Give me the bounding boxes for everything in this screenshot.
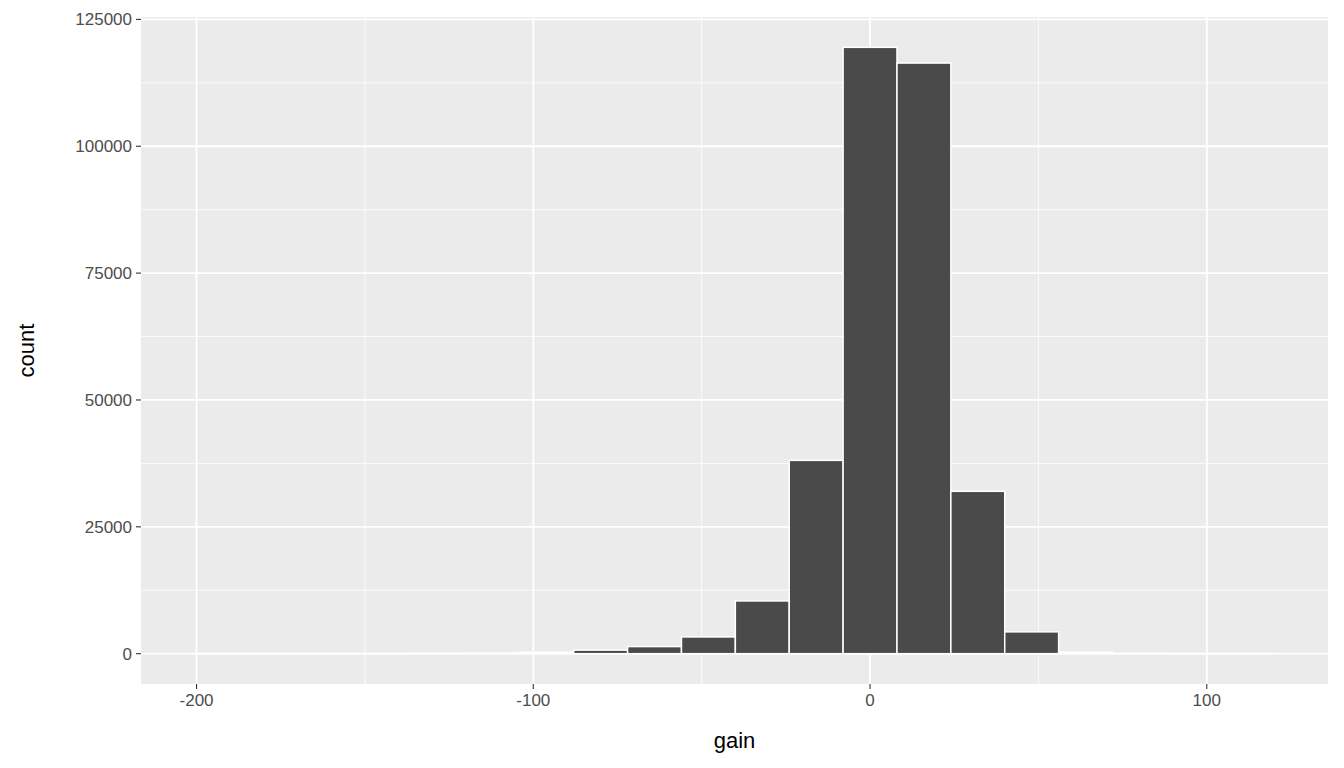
histogram-bar: [197, 653, 251, 655]
x-axis-title: gain: [714, 728, 756, 753]
x-tick: [196, 684, 197, 689]
grid-x: [1206, 17, 1208, 684]
y-tick-label: 100000: [75, 137, 132, 156]
grid-x: [532, 17, 534, 684]
panel: [141, 17, 1328, 684]
histogram-bar: [250, 653, 304, 655]
axes: -200 -100 0 100 0 25000 50000 75000 100000 125000: [75, 10, 1221, 710]
x-tick: [1206, 684, 1207, 689]
y-tick-label: 50000: [85, 391, 132, 410]
y-tick: [136, 526, 141, 527]
histogram-bar: [951, 491, 1005, 653]
minor-grid-y: [141, 463, 1328, 464]
x-tick-label: -200: [180, 691, 214, 710]
grid-y: [141, 272, 1328, 274]
y-tick-label: 125000: [75, 10, 132, 29]
y-tick: [136, 273, 141, 274]
histogram-bar: [628, 647, 682, 654]
y-tick: [136, 146, 141, 147]
y-tick: [136, 19, 141, 20]
histogram-bar: [1112, 653, 1166, 655]
minor-grid-y: [141, 336, 1328, 337]
histogram-bar: [1220, 653, 1274, 655]
histogram-bar: [520, 652, 574, 654]
y-tick-label: 25000: [85, 518, 132, 537]
minor-grid-x: [364, 17, 365, 684]
minor-grid-x: [701, 17, 702, 684]
histogram-bar: [1005, 632, 1059, 654]
bars: [197, 47, 1275, 653]
histogram-bar: [735, 601, 789, 654]
minor-grid-x: [1038, 17, 1039, 684]
minor-grid-y: [141, 82, 1328, 83]
histogram-bar: [1166, 653, 1220, 655]
y-axis-title: count: [14, 324, 39, 378]
histogram-bar: [466, 652, 520, 654]
y-tick: [136, 653, 141, 654]
histogram-bar: [789, 460, 843, 653]
x-tick: [869, 684, 870, 689]
chart: -200 -100 0 100 0 25000 50000 75000 100000 125000…: [0, 0, 1344, 768]
histogram-bar: [681, 637, 735, 654]
grid-x: [196, 17, 198, 684]
histogram-bar: [843, 47, 897, 653]
x-tick-label: 100: [1193, 691, 1221, 710]
minor-grid-y: [141, 209, 1328, 210]
x-tick-label: -100: [516, 691, 550, 710]
grid-y: [141, 145, 1328, 147]
y-tick-label: 0: [123, 645, 132, 664]
histogram-bar: [897, 63, 951, 654]
x-tick: [533, 684, 534, 689]
x-tick-label: 0: [865, 691, 874, 710]
grid: [141, 17, 1328, 684]
chart-container: -200 -100 0 100 0 25000 50000 75000 100000 125000…: [0, 0, 1344, 768]
histogram-bar: [358, 653, 412, 655]
y-tick-label: 75000: [85, 264, 132, 283]
grid-y: [141, 399, 1328, 401]
grid-y: [141, 19, 1328, 21]
minor-grid-y: [141, 590, 1328, 591]
y-tick: [136, 399, 141, 400]
histogram-bar: [1059, 652, 1113, 654]
histogram-bar: [412, 653, 466, 655]
histogram-bar: [574, 650, 628, 654]
histogram-bar: [304, 653, 358, 655]
grid-y: [141, 526, 1328, 528]
